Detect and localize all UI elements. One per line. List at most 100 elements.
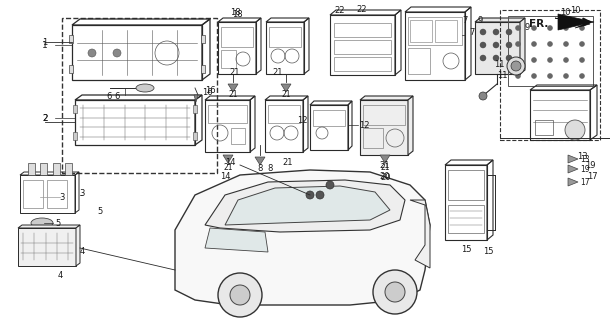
Circle shape — [515, 26, 520, 30]
Polygon shape — [410, 200, 430, 268]
Text: 8: 8 — [257, 164, 263, 172]
Ellipse shape — [31, 218, 53, 228]
Bar — [408, 48, 430, 74]
Circle shape — [564, 58, 569, 62]
Circle shape — [548, 42, 553, 46]
Bar — [28, 163, 35, 175]
Bar — [363, 128, 383, 148]
Circle shape — [564, 26, 569, 30]
Circle shape — [515, 42, 520, 46]
Text: 19: 19 — [585, 161, 595, 170]
Circle shape — [493, 55, 499, 61]
Polygon shape — [408, 96, 413, 155]
Text: 21: 21 — [273, 68, 283, 76]
Polygon shape — [255, 157, 265, 165]
Bar — [69, 65, 73, 73]
Circle shape — [480, 55, 486, 61]
Circle shape — [580, 74, 584, 78]
Text: 7: 7 — [462, 15, 468, 25]
Polygon shape — [558, 14, 594, 30]
Circle shape — [515, 58, 520, 62]
Bar — [72, 25, 202, 80]
Bar — [20, 175, 75, 213]
Text: 2: 2 — [42, 114, 48, 123]
Circle shape — [493, 42, 499, 48]
Bar — [221, 50, 236, 68]
Bar — [40, 163, 47, 175]
Circle shape — [506, 55, 512, 61]
Bar — [69, 35, 73, 43]
Bar — [205, 100, 250, 152]
Bar — [334, 23, 391, 37]
Circle shape — [493, 29, 499, 35]
Bar — [193, 132, 197, 140]
Bar — [193, 105, 197, 113]
Bar — [62, 18, 217, 173]
Text: 15: 15 — [483, 247, 493, 257]
Bar — [18, 228, 76, 266]
Circle shape — [326, 181, 334, 189]
Bar — [208, 105, 247, 123]
Bar — [360, 100, 408, 155]
Bar — [330, 15, 395, 75]
Polygon shape — [225, 186, 390, 225]
Circle shape — [373, 270, 417, 314]
Bar — [334, 57, 391, 71]
Bar — [269, 27, 301, 47]
Bar — [445, 165, 487, 240]
Text: 3: 3 — [79, 189, 85, 198]
Polygon shape — [360, 96, 413, 100]
Text: FR.: FR. — [529, 19, 548, 29]
Circle shape — [316, 191, 324, 199]
Text: 16: 16 — [205, 85, 215, 94]
Text: 14: 14 — [220, 172, 230, 180]
Text: 11: 11 — [495, 60, 505, 68]
Circle shape — [479, 92, 487, 100]
Bar — [266, 22, 304, 74]
Text: 6: 6 — [114, 92, 120, 100]
Bar — [310, 105, 348, 150]
Text: 10: 10 — [560, 7, 570, 17]
Text: 13: 13 — [576, 151, 587, 161]
Circle shape — [580, 42, 584, 46]
Circle shape — [385, 282, 405, 302]
Bar — [265, 100, 303, 152]
Circle shape — [113, 49, 121, 57]
Circle shape — [580, 58, 584, 62]
Polygon shape — [205, 228, 268, 252]
Polygon shape — [568, 178, 578, 186]
Bar — [268, 105, 300, 123]
Polygon shape — [281, 84, 291, 92]
Text: 1: 1 — [42, 41, 48, 50]
Circle shape — [548, 26, 553, 30]
Bar — [408, 17, 462, 45]
Bar — [448, 205, 484, 233]
Polygon shape — [223, 155, 233, 163]
Circle shape — [88, 49, 96, 57]
Polygon shape — [228, 84, 238, 92]
Bar — [75, 100, 195, 145]
Text: 8: 8 — [267, 164, 273, 172]
Text: 21: 21 — [380, 161, 390, 170]
Circle shape — [511, 61, 521, 71]
Text: 4: 4 — [79, 247, 85, 257]
Circle shape — [564, 42, 569, 46]
Bar — [73, 105, 77, 113]
Circle shape — [506, 42, 512, 48]
Text: 21: 21 — [228, 90, 238, 99]
Circle shape — [531, 74, 537, 78]
Circle shape — [531, 26, 537, 30]
Circle shape — [507, 57, 525, 75]
Circle shape — [565, 120, 585, 140]
Bar — [221, 27, 253, 47]
Bar — [47, 180, 67, 208]
Bar — [530, 90, 590, 140]
Circle shape — [306, 191, 314, 199]
Bar — [363, 105, 405, 125]
Polygon shape — [380, 155, 390, 163]
Text: 21: 21 — [281, 90, 291, 99]
Polygon shape — [568, 155, 578, 163]
Text: 12: 12 — [359, 121, 369, 130]
Bar — [500, 10, 600, 140]
Circle shape — [218, 273, 262, 317]
